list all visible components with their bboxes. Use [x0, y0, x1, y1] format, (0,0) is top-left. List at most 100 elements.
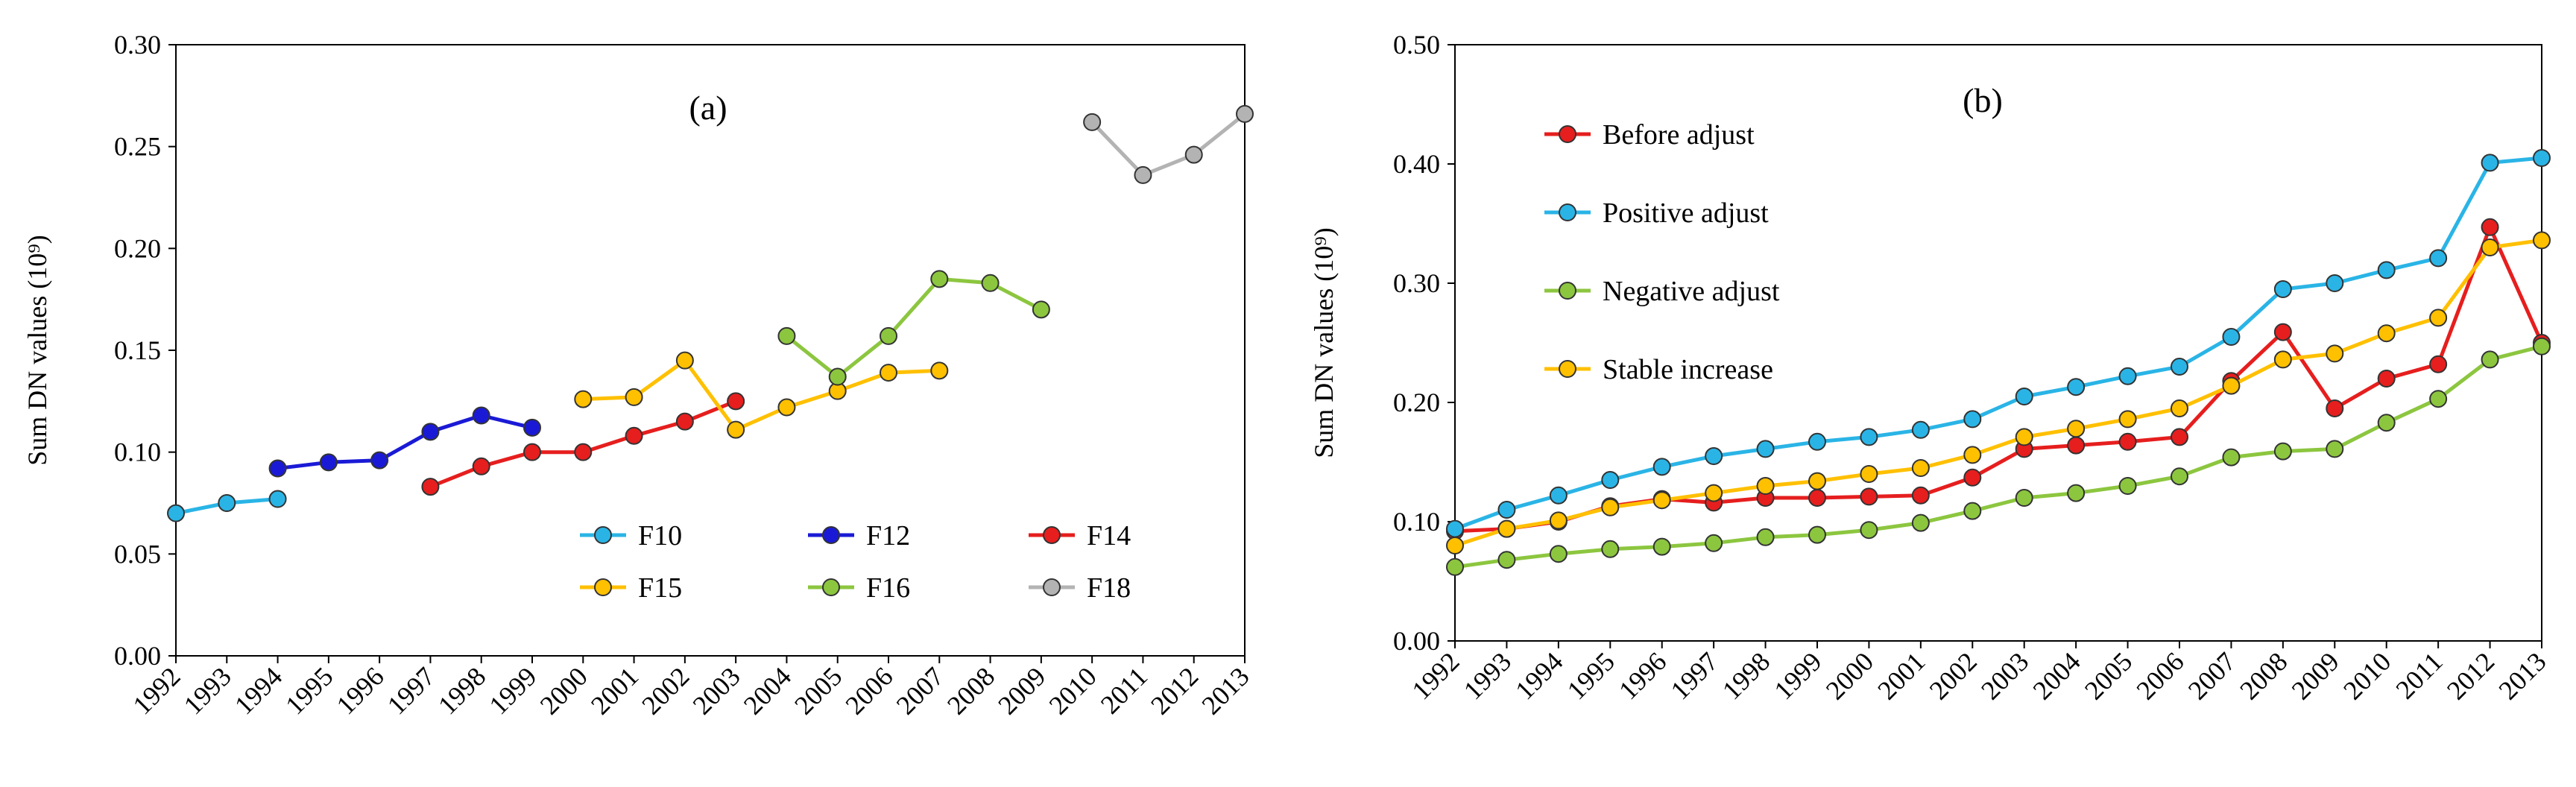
x-tick-label: 2005 — [789, 661, 847, 720]
data-point — [1134, 165, 1152, 184]
data-point — [1808, 489, 1826, 507]
series-stable-increase — [1446, 231, 2551, 554]
data-point — [1497, 551, 1516, 569]
x-tick-label: 2005 — [2079, 646, 2138, 705]
data-point — [1652, 491, 1671, 510]
data-point — [981, 274, 1000, 292]
x-tick-label: 2012 — [2441, 646, 2500, 705]
data-point — [574, 390, 593, 408]
y-tick-label: 0.30 — [114, 30, 161, 60]
data-point — [1911, 513, 1930, 532]
series-f16 — [777, 270, 1050, 386]
data-point — [2273, 442, 2292, 461]
x-tick-label: 2002 — [636, 661, 695, 720]
data-point — [1601, 498, 1620, 516]
data-point — [777, 398, 796, 417]
x-tick-label: 2010 — [2337, 646, 2396, 705]
x-tick-label: 2000 — [1820, 646, 1879, 705]
series-line — [277, 414, 533, 470]
x-tick-label: 1998 — [1717, 646, 1775, 705]
data-point — [2326, 399, 2344, 417]
legend-label: Before adjust — [1603, 119, 1755, 151]
data-point — [2481, 154, 2499, 172]
x-tick-label: 2012 — [1145, 661, 1204, 720]
data-point — [2429, 390, 2448, 408]
data-point — [1652, 458, 1671, 476]
data-point — [2377, 324, 2396, 343]
series-line — [1454, 344, 2542, 569]
data-point — [1549, 511, 1568, 530]
data-point — [218, 494, 236, 512]
data-point — [2326, 440, 2344, 458]
data-point — [625, 388, 643, 406]
series-f18 — [1083, 104, 1254, 184]
series-f12 — [268, 406, 541, 478]
legend-label: F12 — [866, 520, 910, 551]
x-tick-label: 2008 — [2234, 646, 2293, 705]
data-point — [2067, 378, 2086, 396]
data-point — [1497, 519, 1516, 538]
data-point — [2171, 358, 2188, 376]
x-tick-label: 2013 — [1196, 661, 1254, 720]
panel-label: (a) — [689, 89, 727, 127]
data-point — [2015, 388, 2033, 405]
data-point — [1083, 113, 1102, 131]
data-point — [1236, 104, 1254, 123]
data-point — [2222, 328, 2241, 346]
data-point — [2377, 261, 2396, 279]
x-tick-label: 2006 — [2130, 646, 2189, 705]
legend-item: F12 — [808, 520, 910, 551]
x-tick-label: 1996 — [331, 661, 390, 720]
legend-marker — [1043, 526, 1061, 544]
series-f14 — [421, 392, 745, 496]
legend-item: F16 — [808, 572, 910, 604]
x-tick-label: 1997 — [382, 661, 441, 720]
data-point — [1446, 537, 1464, 554]
data-point — [1963, 446, 1982, 464]
data-point — [2118, 410, 2137, 429]
data-point — [2118, 367, 2137, 385]
data-point — [1860, 465, 1878, 483]
data-point — [1705, 484, 1723, 502]
x-tick-label: 2003 — [687, 661, 746, 720]
data-point — [1497, 501, 1516, 519]
data-point — [727, 420, 745, 439]
data-point — [1808, 525, 1826, 544]
data-point — [523, 418, 541, 437]
y-tick-label: 0.30 — [1393, 268, 1440, 298]
data-point — [2273, 323, 2292, 341]
data-point — [523, 443, 541, 461]
data-point — [2015, 428, 2033, 446]
legend-item: Positive adjust — [1544, 197, 1769, 229]
legend-item: F15 — [580, 572, 682, 604]
y-tick-label: 0.25 — [114, 132, 161, 162]
y-tick-label: 0.40 — [1393, 149, 1440, 179]
series-f10 — [167, 490, 287, 522]
data-point — [1860, 521, 1878, 540]
legend-item: Stable increase — [1544, 354, 1773, 385]
data-point — [472, 457, 490, 475]
data-point — [2533, 149, 2551, 167]
y-tick-label: 0.15 — [114, 335, 161, 365]
data-point — [1652, 537, 1671, 556]
series-f15 — [574, 351, 949, 439]
x-tick-label: 2009 — [992, 661, 1051, 720]
x-tick-label: 2001 — [1872, 646, 1931, 705]
data-point — [2481, 350, 2499, 369]
x-tick-label: 1999 — [1768, 646, 1827, 705]
legend-label: Stable increase — [1603, 354, 1773, 385]
x-tick-label: 1996 — [1613, 646, 1672, 705]
data-point — [2533, 337, 2551, 355]
y-tick-label: 0.20 — [114, 233, 161, 263]
series-negative-adjust — [1446, 337, 2551, 576]
legend-label: Negative adjust — [1603, 276, 1780, 307]
data-point — [1756, 440, 1775, 458]
data-point — [1184, 145, 1203, 164]
data-point — [1549, 486, 1568, 505]
data-point — [2273, 280, 2292, 298]
data-point — [1601, 540, 1620, 558]
data-point — [2222, 448, 2241, 467]
x-tick-label: 2004 — [738, 661, 797, 720]
series-line — [1454, 238, 2542, 548]
data-point — [1963, 502, 1982, 520]
